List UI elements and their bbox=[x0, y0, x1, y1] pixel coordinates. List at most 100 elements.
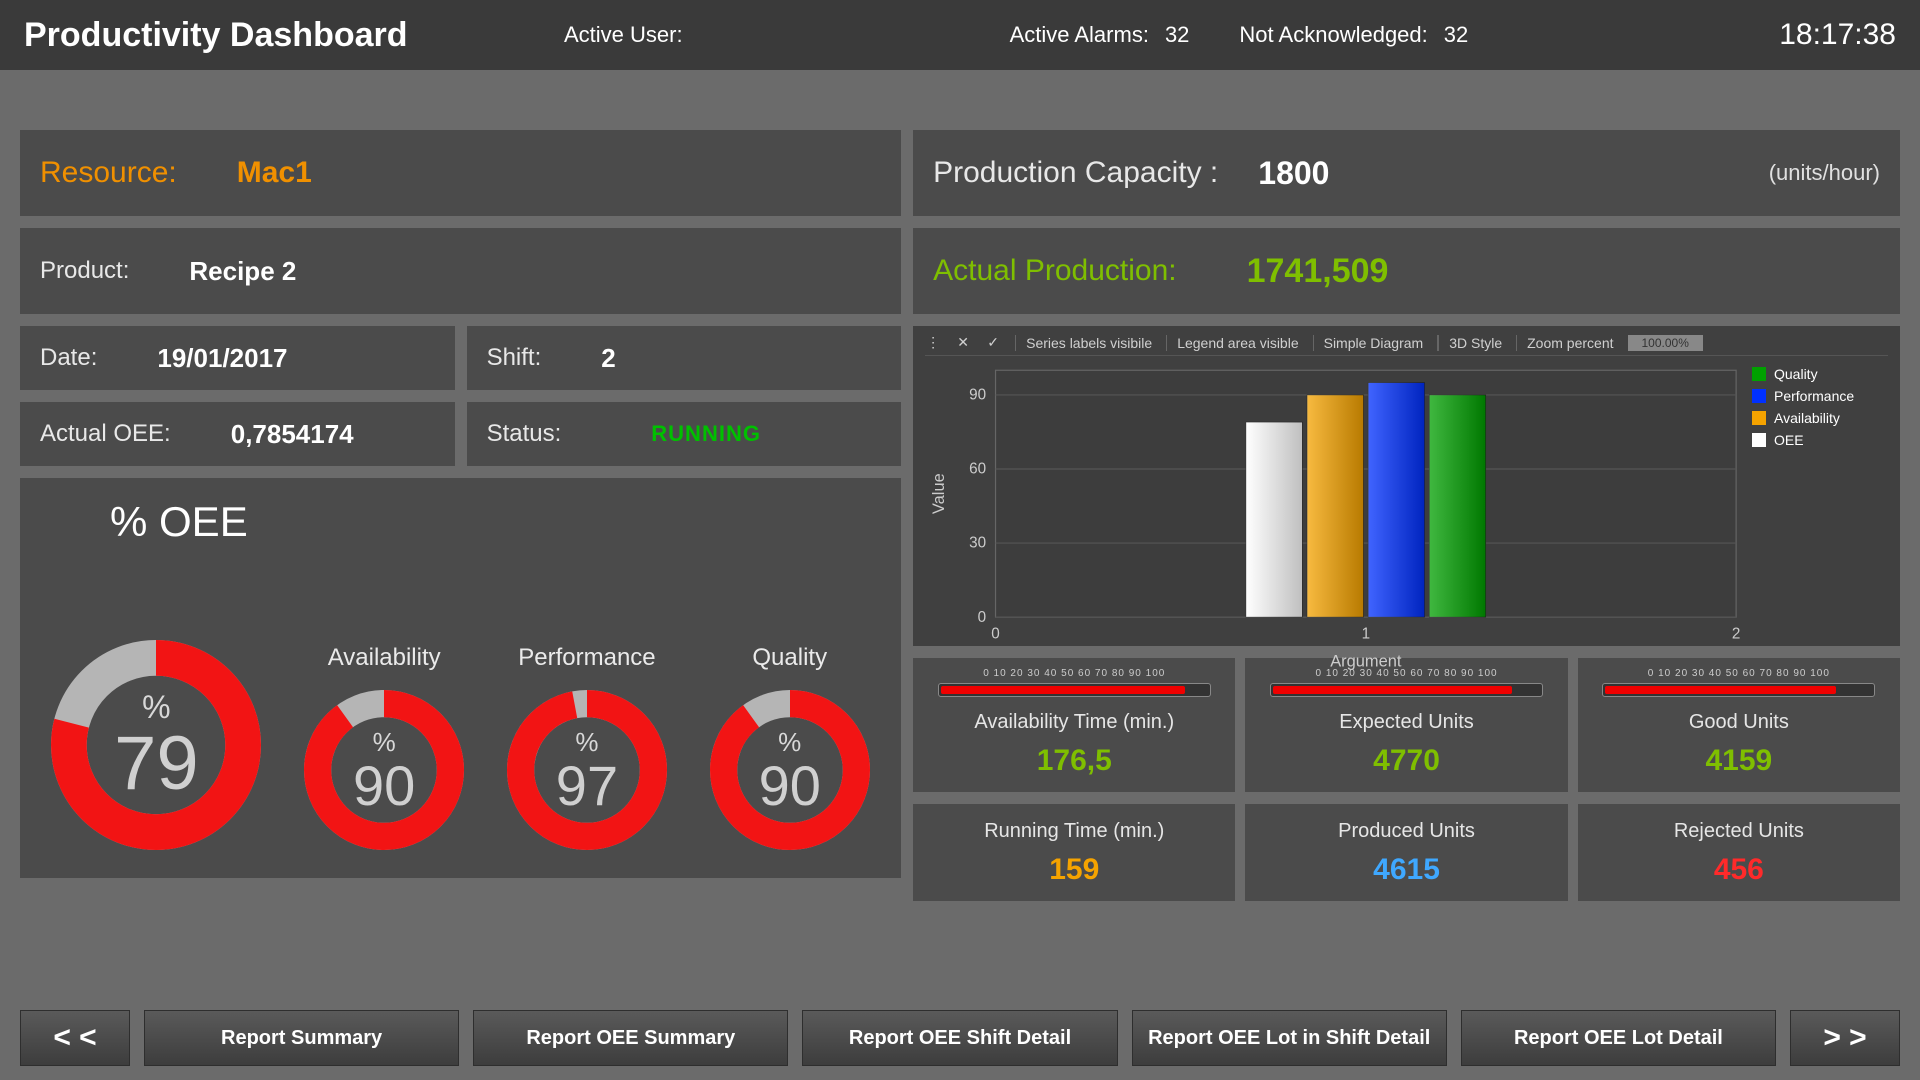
actual-oee-value: 0,7854174 bbox=[231, 419, 354, 450]
svg-text:30: 30 bbox=[969, 535, 986, 552]
progress-bar bbox=[1602, 683, 1875, 697]
nav-prev-button[interactable]: < < bbox=[20, 1010, 130, 1066]
product-value: Recipe 2 bbox=[189, 256, 296, 287]
actual-production-value: 1741,509 bbox=[1247, 252, 1389, 291]
gauge-percent-sign: % bbox=[142, 689, 170, 726]
oee-panel: % OEE %79Availability%90Performance%97Qu… bbox=[20, 478, 901, 878]
svg-text:Value: Value bbox=[930, 473, 948, 514]
chart-toolbar: ⋮ ✕ ✓ Series labels visibile Legend area… bbox=[925, 334, 1888, 356]
gauge-value: 90 bbox=[353, 758, 415, 814]
legend-label: Performance bbox=[1774, 388, 1854, 404]
bar-chart: 0 30 60 90 0 1 2 Argument Value bbox=[925, 356, 1748, 678]
gauge-performance: Performance%97 bbox=[507, 644, 667, 850]
metric-cell: Running Time (min.) 159 bbox=[913, 804, 1235, 901]
zoom-value[interactable]: 100.00% bbox=[1628, 335, 1703, 351]
svg-text:2: 2 bbox=[1732, 625, 1741, 642]
product-label: Product: bbox=[40, 257, 129, 285]
legend-item: Availability bbox=[1752, 410, 1884, 426]
gauge-label: Quality bbox=[752, 644, 827, 672]
series-labels-toggle[interactable]: Series labels visibile bbox=[1015, 335, 1152, 351]
svg-text:0: 0 bbox=[991, 625, 1000, 642]
chart-menu-icon[interactable]: ⋮ bbox=[925, 334, 941, 351]
shift-label: Shift: bbox=[487, 344, 542, 372]
gauge-percent-sign: % bbox=[373, 727, 396, 758]
metric-label: Running Time (min.) bbox=[984, 820, 1164, 843]
nav-report-summary[interactable]: Report Summary bbox=[144, 1010, 459, 1066]
nav-report-oee-lot-detail[interactable]: Report OEE Lot Detail bbox=[1461, 1010, 1776, 1066]
capacity-units: (units/hour) bbox=[1769, 160, 1880, 186]
product-cell: Product: Recipe 2 bbox=[20, 228, 901, 314]
gauge-label: Performance bbox=[518, 644, 655, 672]
date-value: 19/01/2017 bbox=[157, 343, 287, 374]
gauge-percent-sign: % bbox=[778, 727, 801, 758]
svg-text:1: 1 bbox=[1362, 625, 1371, 642]
metric-value: 176,5 bbox=[1037, 744, 1112, 778]
shift-cell: Shift: 2 bbox=[467, 326, 902, 390]
legend-item: OEE bbox=[1752, 432, 1884, 448]
zoom-label: Zoom percent bbox=[1516, 335, 1613, 351]
metric-cell: Rejected Units 456 bbox=[1578, 804, 1900, 901]
actual-production-cell: Actual Production: 1741,509 bbox=[913, 228, 1900, 314]
actual-production-label: Actual Production: bbox=[933, 254, 1176, 288]
capacity-cell: Production Capacity : 1800 (units/hour) bbox=[913, 130, 1900, 216]
gauge-value: 97 bbox=[556, 758, 618, 814]
left-column: Resource: Mac1 Product: Recipe 2 Date: 1… bbox=[20, 130, 901, 901]
nav-report-oee-summary[interactable]: Report OEE Summary bbox=[473, 1010, 788, 1066]
gauge-value: 90 bbox=[759, 758, 821, 814]
nav-report-oee-lot-in-shift[interactable]: Report OEE Lot in Shift Detail bbox=[1132, 1010, 1447, 1066]
legend-label: Availability bbox=[1774, 410, 1840, 426]
check-icon[interactable]: ✓ bbox=[985, 334, 1001, 351]
resource-cell: Resource: Mac1 bbox=[20, 130, 901, 216]
metric-label: Rejected Units bbox=[1674, 820, 1804, 843]
legend-item: Quality bbox=[1752, 366, 1884, 382]
metric-cell: Produced Units4615 bbox=[1245, 804, 1567, 901]
svg-text:90: 90 bbox=[969, 387, 986, 404]
simple-diagram-toggle[interactable]: Simple Diagram bbox=[1313, 335, 1424, 351]
metric-value: 4770 bbox=[1373, 744, 1440, 778]
right-column: Production Capacity : 1800 (units/hour) … bbox=[913, 130, 1900, 901]
active-user-label: Active User: bbox=[564, 22, 683, 48]
svg-text:Argument: Argument bbox=[1330, 652, 1402, 670]
legend-item: Performance bbox=[1752, 388, 1884, 404]
gauge-value: 79 bbox=[114, 726, 199, 802]
metric-label: Produced Units bbox=[1338, 820, 1475, 843]
status-label: Status: bbox=[487, 420, 562, 448]
progress-bar bbox=[938, 683, 1211, 697]
bottom-nav: < < Report Summary Report OEE Summary Re… bbox=[0, 996, 1920, 1080]
legend-area-toggle[interactable]: Legend area visible bbox=[1166, 335, 1298, 351]
not-ack: Not Acknowledged: 32 bbox=[1239, 22, 1468, 48]
top-bar: Productivity Dashboard Active User: Acti… bbox=[0, 0, 1920, 70]
active-user: Active User: bbox=[564, 22, 699, 48]
status-cell: Status: RUNNING bbox=[467, 402, 902, 466]
svg-text:60: 60 bbox=[969, 461, 986, 478]
gauge-availability: Availability%90 bbox=[304, 644, 464, 850]
oee-panel-title: % OEE bbox=[110, 498, 891, 546]
status-value: RUNNING bbox=[651, 421, 761, 447]
resource-label: Resource: bbox=[40, 156, 177, 190]
actual-oee-label: Actual OEE: bbox=[40, 420, 171, 448]
nav-next-button[interactable]: > > bbox=[1790, 1010, 1900, 1066]
metric-label: Availability Time (min.) bbox=[974, 711, 1174, 734]
3d-style-toggle[interactable]: 3D Style bbox=[1437, 335, 1502, 351]
close-icon[interactable]: ✕ bbox=[955, 334, 971, 351]
legend-label: Quality bbox=[1774, 366, 1818, 382]
metric-label: Expected Units bbox=[1339, 711, 1474, 734]
legend-label: OEE bbox=[1774, 432, 1804, 448]
not-ack-label: Not Acknowledged: bbox=[1239, 22, 1427, 48]
resource-value: Mac1 bbox=[237, 156, 312, 190]
metric-value: 159 bbox=[1049, 853, 1099, 887]
gauge-oee: %79 bbox=[51, 640, 261, 850]
actual-oee-cell: Actual OEE: 0,7854174 bbox=[20, 402, 455, 466]
active-alarms: Active Alarms: 32 bbox=[1010, 22, 1190, 48]
metric-value: 4159 bbox=[1705, 744, 1772, 778]
metric-value: 456 bbox=[1714, 853, 1764, 887]
metrics-row-bottom: Running Time (min.) 159 Produced Units4615… bbox=[913, 804, 1900, 901]
progress-bar bbox=[1270, 683, 1543, 697]
metric-label: Good Units bbox=[1689, 711, 1789, 734]
nav-report-oee-shift-detail[interactable]: Report OEE Shift Detail bbox=[802, 1010, 1117, 1066]
page-title: Productivity Dashboard bbox=[24, 16, 564, 55]
capacity-value: 1800 bbox=[1258, 155, 1329, 192]
capacity-label: Production Capacity : bbox=[933, 156, 1218, 190]
svg-text:0: 0 bbox=[978, 609, 987, 626]
gauge-label: Availability bbox=[328, 644, 441, 672]
